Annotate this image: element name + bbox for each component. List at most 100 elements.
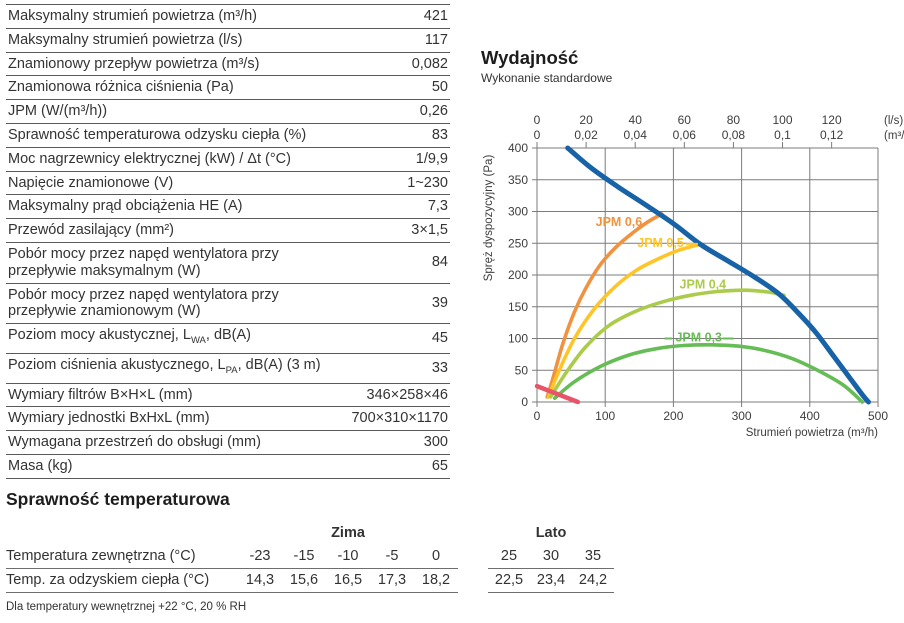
axis-label: 0 [534,113,541,127]
axis-label: 100 [773,113,793,127]
temp-footnote: Dla temperatury wewnętrznej +22 °C, 20 %… [6,601,247,613]
axis-label: 150 [508,300,528,314]
temp-value-zima: -15 [282,545,326,569]
curve-jpm-0-3 [552,342,865,404]
chart-subtitle: Wykonanie standardowe [481,71,613,85]
axis-label: 0 [534,409,541,423]
temp-value-zima: 0 [414,545,458,569]
temp-value-lato: 35 [572,545,614,569]
spec-value: 84 [342,242,450,284]
spec-row: Maksymalny strumień powietrza (m³/h) 421 [6,4,450,29]
spec-value: 300 [342,430,450,455]
spec-value: 45 [342,323,450,354]
axis-label: 200 [508,268,528,282]
spec-row: Maksymalny strumień powietrza (l/s) 117 [6,28,450,53]
spec-value: 700×310×1170 [342,406,450,432]
axis-label: 20 [579,113,593,127]
temp-value-zima: -23 [238,545,282,569]
axis-label: 0 [534,128,541,142]
axis-label: 0,02 [574,128,598,142]
spec-label: Maksymalny strumień powietrza (m³/h) [6,4,342,29]
spec-value: 0,26 [342,99,450,124]
temp-row-label: Temp. za odzyskiem ciepła (°C) [6,569,238,593]
spec-row: Moc nagrzewnicy elektrycznej (kW) / Δt (… [6,147,450,172]
axis-label: 120 [822,113,842,127]
curve-jpm-0-4 [548,288,786,399]
axis-label: (m³/s) [884,130,904,142]
temp-header-spacer [6,522,238,545]
spec-row: Znamionowa różnica ciśnienia (Pa) 50 [6,75,450,101]
axis-label: (l/s) [884,115,903,127]
axis-label: 300 [508,205,528,219]
temp-row-label: Temperatura zewnętrzna (°C) [6,545,238,569]
spec-value: 65 [342,454,450,479]
y-axis-title: Spręż dyspozycyjny (Pa) [483,155,495,282]
spec-row: Pobór mocy przez napęd wentylatora przy … [6,242,450,284]
spec-label: Poziom ciśnienia akustycznego, LPA, dB(A… [6,353,342,384]
spec-value: 346×258×46 [342,383,450,408]
spec-value: 1~230 [342,171,450,196]
axis-label: 0,12 [820,128,844,142]
spec-value: 117 [342,28,450,53]
temp-section-title: Sprawność temperaturowa [6,489,230,509]
temperature-table: Zima Lato Temperatura zewnętrzna (°C) -23 -1… [6,522,614,593]
axis-label: 0,08 [722,128,746,142]
spec-label: Maksymalny prąd obciążenia HE (A) [6,194,342,220]
curve-label-jpm-0-3: JPM 0,3 [675,331,722,345]
chart-title: Wydajność [481,47,579,68]
temp-value-zima: 17,3 [370,569,414,593]
temp-value-lato: 24,2 [572,569,614,593]
temp-value-zima: -10 [326,545,370,569]
spec-label: JPM (W/(m³/h)) [6,99,342,124]
spec-row: Sprawność temperaturowa odzysku ciepła (… [6,123,450,148]
curve-jpm-0-5 [546,242,702,399]
spec-value: 33 [342,353,450,384]
curve-label-jpm-0-4: JPM 0,4 [680,277,727,291]
spec-row: Masa (kg) 65 [6,454,450,479]
temp-value-lato: 25 [488,545,530,569]
axis-label: 0 [521,395,528,409]
spec-label: Przewód zasilający (mm²) [6,218,342,243]
curve-label-jpm-0-5: JPM 0,5 [637,236,684,250]
spec-label: Wymiary jednostki BxHxL (mm) [6,406,342,432]
spec-label: Pobór mocy przez napęd wentylatora przy … [6,242,342,284]
spec-row: Poziom mocy akustycznej, LWA, dB(A) 45 [6,323,450,354]
spec-label: Znamionowy przepływ powietrza (m³/s) [6,52,342,77]
spec-label: Pobór mocy przez napęd wentylatora przy … [6,283,342,325]
spec-label: Napięcie znamionowe (V) [6,171,342,196]
curve-min-limit-line [534,383,581,405]
temp-value-zima: 14,3 [238,569,282,593]
axis-label: 400 [800,409,820,423]
spec-label: Moc nagrzewnicy elektrycznej (kW) / Δt (… [6,147,342,172]
temp-gap [458,522,488,545]
spec-value: 0,082 [342,52,450,77]
curve-label-jpm-0-6: JPM 0,6 [596,215,643,229]
temp-value-lato: 22,5 [488,569,530,593]
axis-label: 500 [868,409,888,423]
spec-label: Wymagana przestrzeń do obsługi (mm) [6,430,342,455]
spec-row: Przewód zasilający (mm²) 3×1,5 [6,218,450,243]
curve-fan-curve [565,145,871,405]
temp-value-zima: 18,2 [414,569,458,593]
temp-value-zima: -5 [370,545,414,569]
spec-row: Pobór mocy przez napęd wentylatora przy … [6,283,450,325]
spec-row: Poziom ciśnienia akustycznego, LPA, dB(A… [6,353,450,384]
spec-value: 3×1,5 [342,218,450,243]
spec-row: Znamionowy przepływ powietrza (m³/s) 0,08… [6,52,450,77]
spec-row: Maksymalny prąd obciążenia HE (A) 7,3 [6,194,450,220]
temp-value-zima: 15,6 [282,569,326,593]
spec-row: Wymiary jednostki BxHxL (mm) 700×310×1170 [6,406,450,432]
axis-label: 0,04 [624,128,648,142]
performance-chart: 0 100 200 300 400 500050100150200250300350400… [483,113,904,439]
temp-value-lato: 30 [530,545,572,569]
temp-gap [458,569,488,593]
axis-label: 40 [629,113,643,127]
spec-row: Wymagana przestrzeń do obsługi (mm) 300 [6,430,450,455]
spec-value: 39 [342,283,450,325]
axis-label: 0,1 [774,128,791,142]
axis-label: 0,06 [673,128,697,142]
axis-label: 350 [508,173,528,187]
spec-value: 50 [342,75,450,101]
spec-value: 1/9,9 [342,147,450,172]
spec-label: Maksymalny strumień powietrza (l/s) [6,28,342,53]
